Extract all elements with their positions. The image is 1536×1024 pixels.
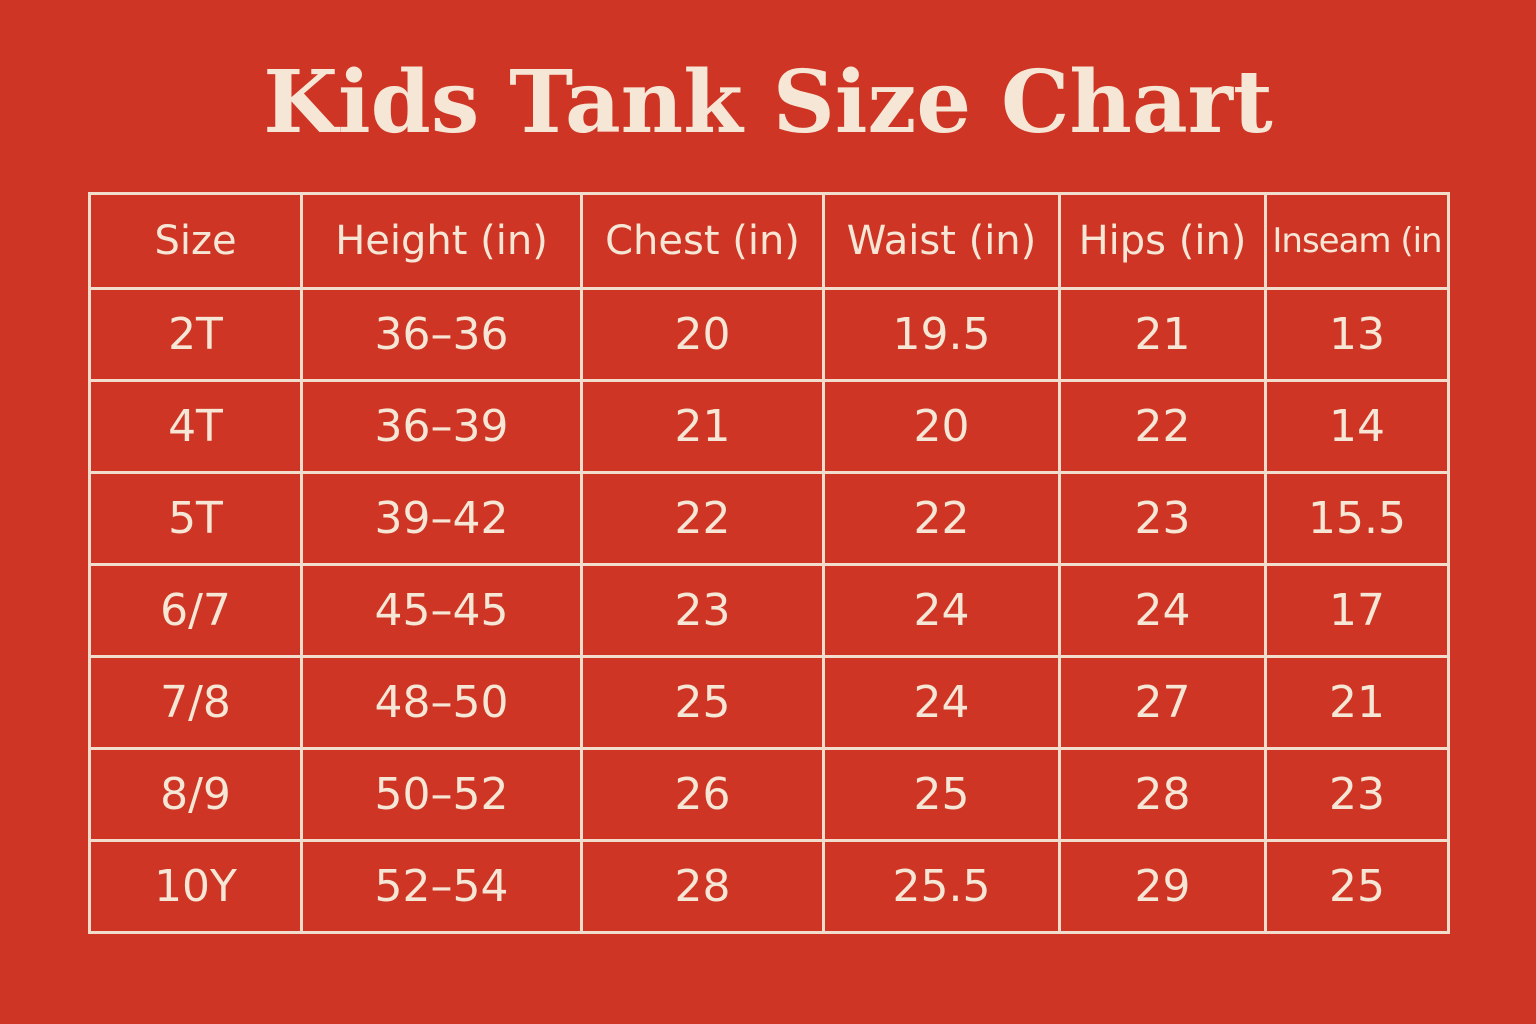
cell-waist: 19.5 xyxy=(822,287,1061,382)
cell-height: 52–54 xyxy=(300,839,583,934)
cell-hips: 22 xyxy=(1058,379,1267,474)
table-row: 7/8 48–50 25 24 27 21 xyxy=(88,655,1450,750)
cell-inseam: 14 xyxy=(1264,379,1450,474)
table-row: 10Y 52–54 28 25.5 29 25 xyxy=(88,839,1450,934)
cell-height: 45–45 xyxy=(300,563,583,658)
size-table-container: Size Height (in) Chest (in) Waist (in) H… xyxy=(88,192,1450,934)
table-row: 5T 39–42 22 22 23 15.5 xyxy=(88,471,1450,566)
cell-chest: 28 xyxy=(580,839,825,934)
table-row: 4T 36–39 21 20 22 14 xyxy=(88,379,1450,474)
column-header-height: Height (in) xyxy=(300,192,583,290)
cell-height: 39–42 xyxy=(300,471,583,566)
cell-size: 7/8 xyxy=(88,655,303,750)
cell-size: 10Y xyxy=(88,839,303,934)
cell-inseam: 23 xyxy=(1264,747,1450,842)
cell-hips: 23 xyxy=(1058,471,1267,566)
cell-hips: 24 xyxy=(1058,563,1267,658)
cell-height: 50–52 xyxy=(300,747,583,842)
cell-size: 6/7 xyxy=(88,563,303,658)
cell-size: 4T xyxy=(88,379,303,474)
cell-waist: 22 xyxy=(822,471,1061,566)
column-header-inseam: Inseam (in xyxy=(1264,192,1450,290)
table-header: Size Height (in) Chest (in) Waist (in) H… xyxy=(88,192,1450,290)
cell-inseam: 17 xyxy=(1264,563,1450,658)
cell-chest: 23 xyxy=(580,563,825,658)
cell-chest: 25 xyxy=(580,655,825,750)
size-table: Size Height (in) Chest (in) Waist (in) H… xyxy=(88,192,1450,934)
table-row: 6/7 45–45 23 24 24 17 xyxy=(88,563,1450,658)
table-body: 2T 36–36 20 19.5 21 13 4T 36–39 21 20 22… xyxy=(88,287,1450,934)
cell-size: 8/9 xyxy=(88,747,303,842)
cell-waist: 25 xyxy=(822,747,1061,842)
cell-chest: 22 xyxy=(580,471,825,566)
table-row: 8/9 50–52 26 25 28 23 xyxy=(88,747,1450,842)
header-row: Size Height (in) Chest (in) Waist (in) H… xyxy=(88,192,1450,290)
page-title: Kids Tank Size Chart xyxy=(263,52,1273,153)
cell-size: 5T xyxy=(88,471,303,566)
cell-hips: 28 xyxy=(1058,747,1267,842)
cell-waist: 25.5 xyxy=(822,839,1061,934)
column-header-size: Size xyxy=(88,192,303,290)
cell-size: 2T xyxy=(88,287,303,382)
column-header-waist: Waist (in) xyxy=(822,192,1061,290)
cell-hips: 29 xyxy=(1058,839,1267,934)
cell-waist: 24 xyxy=(822,563,1061,658)
cell-chest: 21 xyxy=(580,379,825,474)
cell-inseam: 25 xyxy=(1264,839,1450,934)
cell-waist: 20 xyxy=(822,379,1061,474)
cell-chest: 26 xyxy=(580,747,825,842)
table-row: 2T 36–36 20 19.5 21 13 xyxy=(88,287,1450,382)
cell-hips: 27 xyxy=(1058,655,1267,750)
cell-height: 48–50 xyxy=(300,655,583,750)
cell-chest: 20 xyxy=(580,287,825,382)
cell-height: 36–39 xyxy=(300,379,583,474)
column-header-chest: Chest (in) xyxy=(580,192,825,290)
cell-hips: 21 xyxy=(1058,287,1267,382)
column-header-hips: Hips (in) xyxy=(1058,192,1267,290)
cell-inseam: 15.5 xyxy=(1264,471,1450,566)
cell-inseam: 21 xyxy=(1264,655,1450,750)
cell-waist: 24 xyxy=(822,655,1061,750)
cell-height: 36–36 xyxy=(300,287,583,382)
cell-inseam: 13 xyxy=(1264,287,1450,382)
